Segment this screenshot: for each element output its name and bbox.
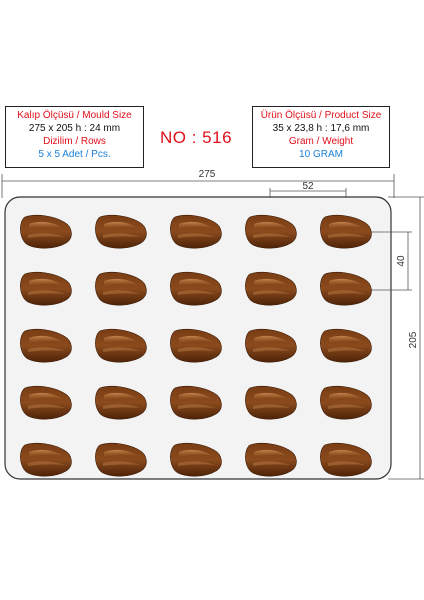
mould-height-label: 205 [408,331,419,348]
width-dimension: 275 [1,169,395,198]
pitch-vertical-label: 40 [396,255,407,267]
product-size-value: 35 x 23,8 h : 17,6 mm [272,123,370,134]
chocolate-cavity [95,328,147,363]
chocolate-cavity [320,328,372,363]
chocolate-cavity [20,328,72,363]
chocolate-cavity [320,442,372,477]
chocolate-cavity [320,214,372,249]
chocolate-cavity [170,271,222,306]
chocolate-cavity [320,271,372,306]
weight-label: Gram / Weight [288,136,354,147]
rows-label: Dizilim / Rows [43,136,106,147]
chocolate-cavity [20,271,72,306]
height-dimension: 205 [388,196,424,480]
mould-size-value: 275 x 205 h : 24 mm [28,123,121,134]
chocolate-cavity [170,442,222,477]
weight-value: 10 GRAM [299,149,343,160]
pitch-vertical-dimension: 40 [368,231,412,291]
chocolate-cavity [245,214,297,249]
mould-spec-box: Kalıp Ölçüsü / Mould Size 275 x 205 h : … [5,106,144,168]
chocolate-cavity [95,385,147,420]
chocolate-cavity [20,385,72,420]
chocolate-cavity [245,442,297,477]
chocolate-cavity [170,328,222,363]
chocolate-cavity [245,385,297,420]
chocolate-cavity [95,442,147,477]
pitch-horizontal-label: 52 [302,181,314,192]
chocolate-cavity [95,271,147,306]
chocolate-cavity [20,214,72,249]
chocolate-cavity [170,214,222,249]
chocolate-cavity [20,442,72,477]
mould-width-label: 275 [199,169,216,180]
chocolate-cavity [170,385,222,420]
model-number: NO : 516 [160,128,233,147]
chocolate-cavity [245,271,297,306]
mould-size-label: Kalıp Ölçüsü / Mould Size [17,110,132,121]
chocolate-cavity [245,328,297,363]
rows-value: 5 x 5 Adet / Pcs. [38,149,111,160]
product-size-label: Ürün Ölçüsü / Product Size [260,110,382,121]
product-spec-box: Ürün Ölçüsü / Product Size 35 x 23,8 h :… [252,106,390,168]
chocolate-cavity [320,385,372,420]
chocolate-cavity [95,214,147,249]
cavity-grid [20,214,372,477]
